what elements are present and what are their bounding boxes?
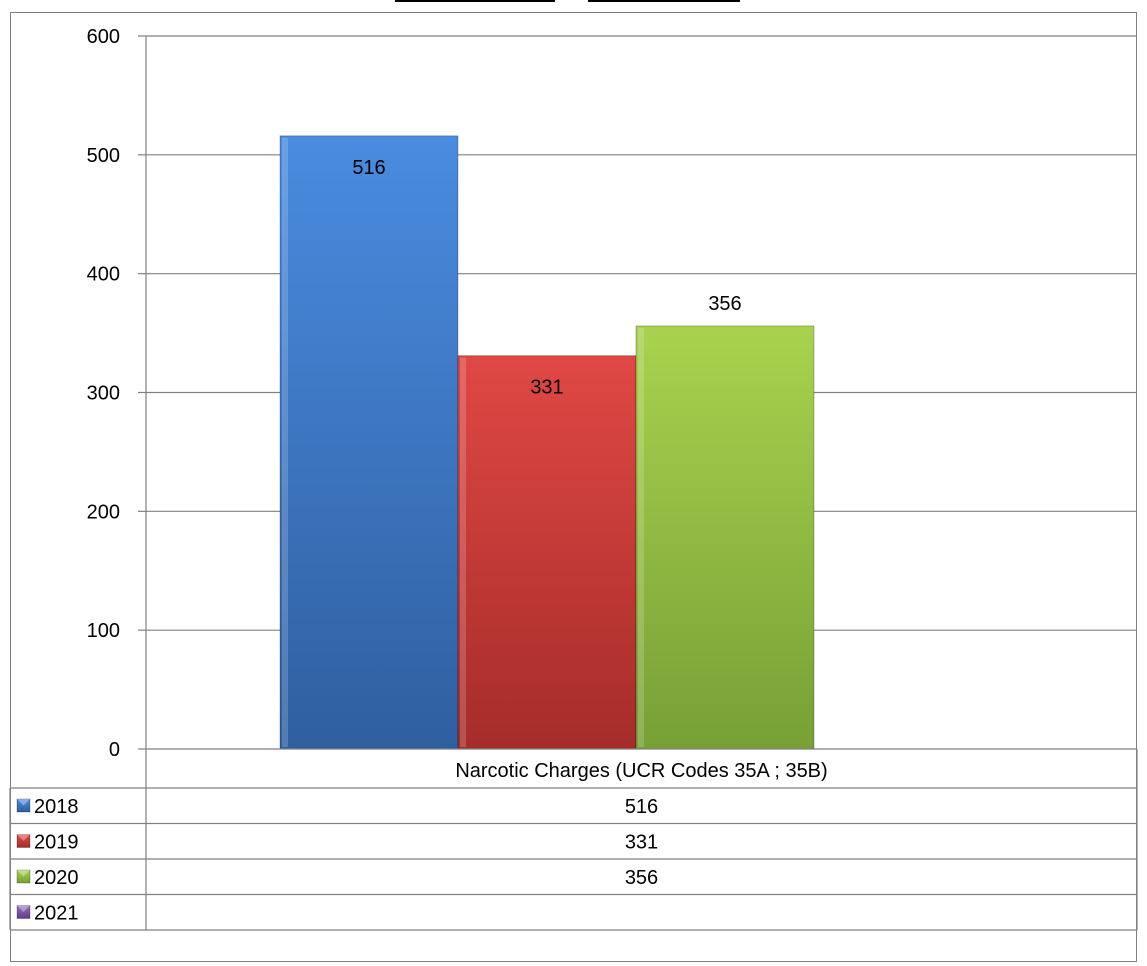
table-value-2020: 356 <box>625 867 658 889</box>
data-labels: 516 331 356 <box>352 157 741 399</box>
legend-label-2019: 2019 <box>34 832 79 854</box>
bar-highlight-2019 <box>460 357 466 747</box>
legend-label-2021: 2021 <box>34 903 79 925</box>
y-tick-label: 0 <box>109 739 120 761</box>
legend-label-2020: 2020 <box>34 867 79 889</box>
axes <box>138 35 147 750</box>
bar-2019 <box>457 355 637 750</box>
table-value-2019: 331 <box>625 832 658 854</box>
legend-key-shine-2019 <box>17 834 30 841</box>
bar-highlight-2018 <box>282 137 288 747</box>
y-tick-label: 600 <box>87 26 120 48</box>
chart-frame <box>10 12 1137 962</box>
bar-2018 <box>279 135 459 750</box>
chart-title-cropped <box>395 0 740 2</box>
data-label-2019: 331 <box>530 377 563 399</box>
legend-key-2019 <box>16 834 31 848</box>
table-value-2018: 516 <box>625 796 658 818</box>
y-tick-label: 500 <box>87 145 120 167</box>
y-tick-label: 100 <box>87 620 120 642</box>
category-label: Narcotic Charges (UCR Codes 35A ; 35B) <box>455 760 827 782</box>
y-tick-label: 400 <box>87 264 120 286</box>
legend-key-shine-2021 <box>17 905 30 912</box>
legend-key-2021 <box>16 905 31 919</box>
legend-key-shine-2020 <box>17 870 30 877</box>
legend-key-2018 <box>16 798 31 813</box>
y-tick-labels: 0 100 200 300 400 500 600 <box>87 26 120 761</box>
y-tick-label: 200 <box>87 501 120 523</box>
data-label-2020: 356 <box>708 293 741 315</box>
legend-key-shine-2018 <box>17 799 30 806</box>
legend-label-2018: 2018 <box>34 796 79 818</box>
data-table: Narcotic Charges (UCR Codes 35A ; 35B) 20… <box>9 748 1138 931</box>
data-label-2018: 516 <box>352 157 385 179</box>
legend-key-2020 <box>16 869 31 884</box>
bar-2020 <box>635 325 815 750</box>
bars <box>279 135 815 750</box>
bar-highlight-2020 <box>638 327 644 747</box>
y-tick-label: 300 <box>87 383 120 405</box>
